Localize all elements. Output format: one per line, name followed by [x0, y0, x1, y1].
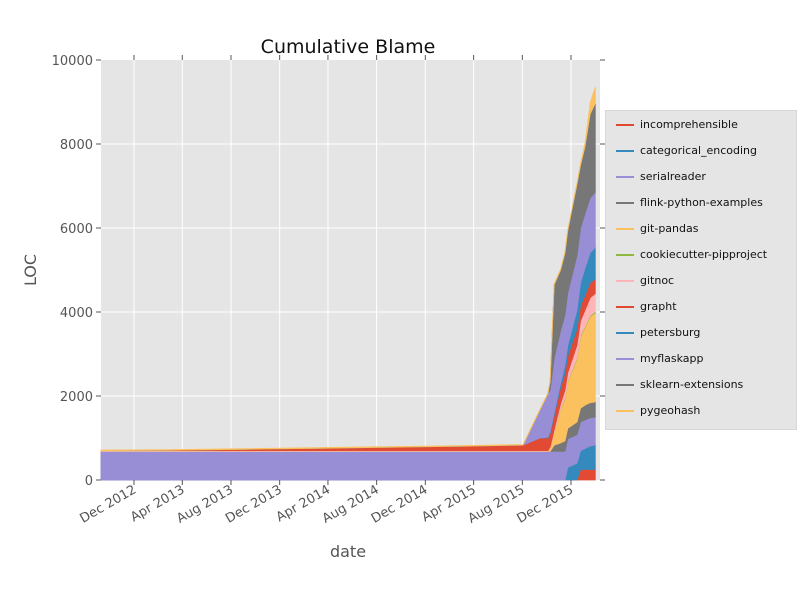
legend-label: petersburg [640, 326, 701, 339]
legend-item: flink-python-examples [606, 193, 792, 213]
x-tick-label: Dec 2015 [514, 482, 576, 526]
legend-swatch [616, 254, 634, 256]
legend-item: gitnoc [606, 271, 792, 291]
legend-item: cookiecutter-pipproject [606, 245, 792, 265]
y-tick-label: 4000 [60, 306, 93, 321]
legend-swatch [616, 332, 634, 334]
x-axis-label: date [330, 542, 366, 561]
legend-label: incomprehensible [640, 118, 738, 131]
plot-area [101, 60, 600, 480]
area-pygeohash [100, 86, 596, 452]
legend-swatch [616, 358, 634, 360]
legend-label: sklearn-extensions [640, 378, 744, 391]
legend-swatch [616, 228, 634, 230]
y-tick-label: 2000 [60, 390, 93, 405]
legend-label: cookiecutter-pipproject [640, 248, 768, 261]
legend-swatch [616, 176, 634, 178]
legend-swatch [616, 384, 634, 386]
legend-label: grapht [640, 300, 677, 313]
legend-swatch [616, 124, 634, 126]
legend-item: sklearn-extensions [606, 375, 792, 395]
legend-label: gitnoc [640, 274, 675, 287]
legend-swatch [616, 306, 634, 308]
legend-item: serialreader [606, 167, 792, 187]
legend-item: incomprehensible [606, 115, 792, 135]
legend-item: petersburg [606, 323, 792, 343]
legend-swatch [616, 280, 634, 282]
legend-label: myflaskapp [640, 352, 704, 365]
stacked-areas [100, 86, 596, 481]
legend-item: categorical_encoding [606, 141, 792, 161]
chart-title: Cumulative Blame [261, 36, 436, 58]
y-axis-label: LOC [21, 254, 40, 286]
legend-item: grapht [606, 297, 792, 317]
y-tick-label: 0 [85, 474, 93, 489]
legend-swatch [616, 410, 634, 412]
y-tick-label: 6000 [60, 222, 93, 237]
x-tick-label: Dec 2013 [223, 482, 285, 526]
legend-label: categorical_encoding [640, 144, 758, 157]
legend-item: pygeohash [606, 401, 792, 421]
legend-item: myflaskapp [606, 349, 792, 369]
legend-swatch [616, 202, 634, 204]
legend-item: git-pandas [606, 219, 792, 239]
legend-label: serialreader [640, 170, 706, 183]
x-tick-label: Dec 2014 [369, 482, 431, 526]
legend-swatch [616, 150, 634, 152]
y-tick-label: 10000 [52, 54, 93, 69]
legend-label: pygeohash [640, 404, 701, 417]
gridlines [101, 60, 600, 480]
legend-label: flink-python-examples [640, 196, 763, 209]
y-tick-label: 8000 [60, 138, 93, 153]
legend-label: git-pandas [640, 222, 699, 235]
x-tick-label: Dec 2012 [77, 482, 139, 526]
